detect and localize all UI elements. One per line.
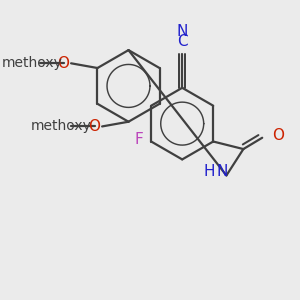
Text: N: N [216, 164, 227, 179]
Text: O: O [58, 56, 70, 71]
Text: H: H [204, 164, 215, 179]
Text: C: C [177, 34, 188, 49]
Text: O: O [88, 119, 101, 134]
Text: O: O [272, 128, 284, 143]
Text: methoxy: methoxy [2, 56, 63, 70]
Text: methoxy: methoxy [31, 119, 92, 134]
Text: F: F [135, 132, 143, 147]
Text: N: N [176, 24, 188, 39]
